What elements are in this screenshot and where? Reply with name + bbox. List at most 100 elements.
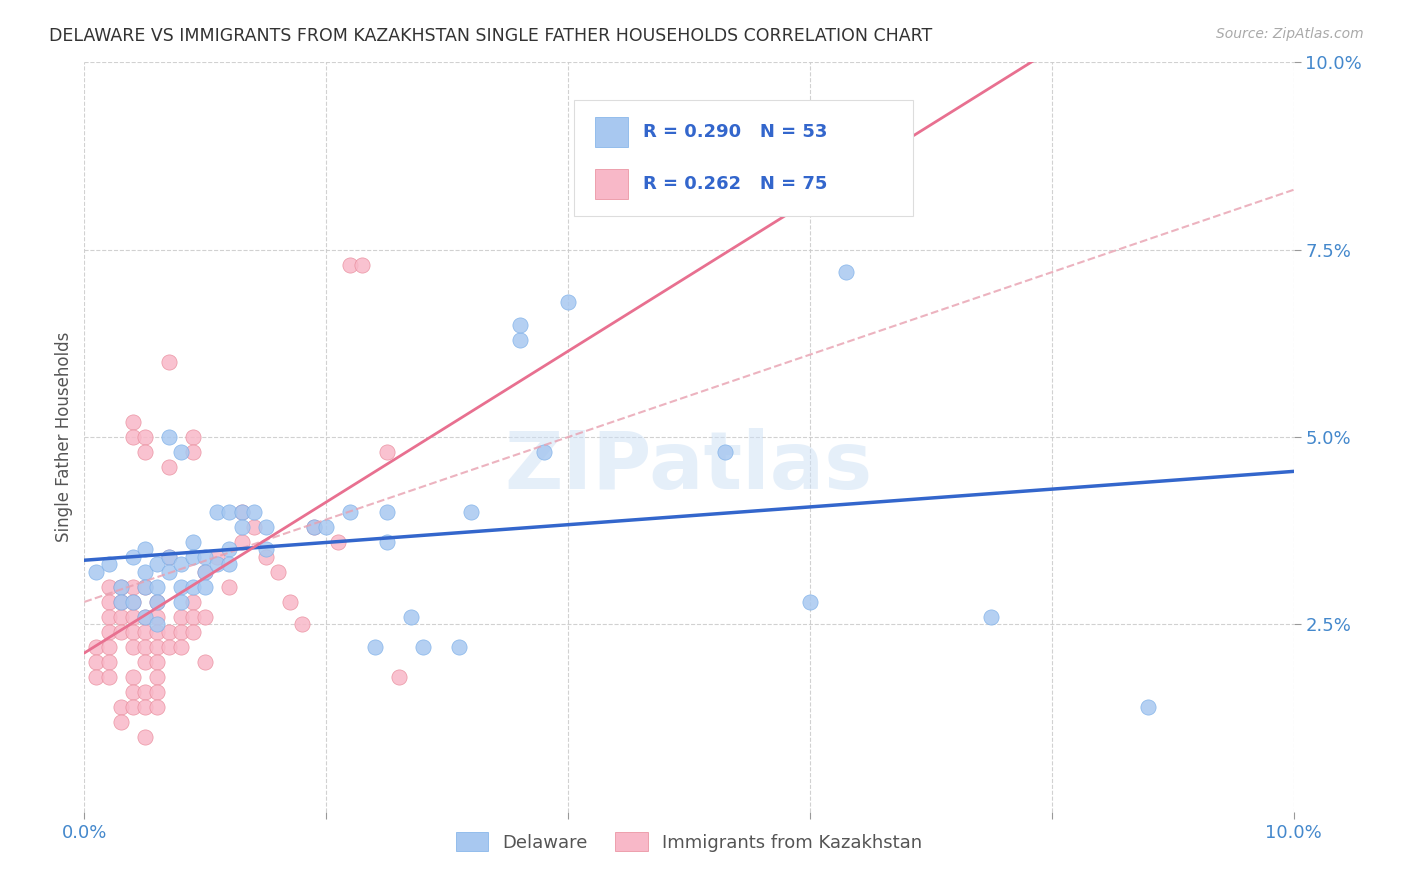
Bar [595,169,628,199]
Point [157,549,180,564]
Point [121,430,143,444]
Point [315,520,337,534]
Point [134,699,156,714]
Point [97,610,120,624]
Point [157,624,180,639]
Point [194,565,217,579]
Point [218,542,240,557]
Point [460,505,482,519]
Point [328,535,350,549]
Point [302,520,325,534]
Point [146,558,169,572]
Point [121,595,143,609]
Point [352,258,374,272]
Point [97,640,120,654]
Point [121,549,143,564]
Point [509,333,531,347]
Point [121,595,143,609]
Point [97,595,120,609]
Text: DELAWARE VS IMMIGRANTS FROM KAZAKHSTAN SINGLE FATHER HOUSEHOLDS CORRELATION CHAR: DELAWARE VS IMMIGRANTS FROM KAZAKHSTAN S… [49,27,932,45]
Point [110,580,132,594]
Point [157,640,180,654]
Point [363,640,385,654]
Point [388,670,411,684]
Point [134,685,156,699]
Point [110,624,132,639]
Point [134,580,156,594]
Point [146,580,169,594]
Point [157,430,180,444]
Point [121,670,143,684]
Point [146,699,169,714]
Point [375,445,398,459]
Point [181,595,204,609]
Point [231,505,253,519]
Point [146,595,169,609]
Point [134,610,156,624]
Point [181,580,204,594]
Point [194,580,217,594]
Text: Source: ZipAtlas.com: Source: ZipAtlas.com [1216,27,1364,41]
Point [194,549,217,564]
Text: ZIPatlas: ZIPatlas [505,428,873,506]
Point [121,580,143,594]
Point [218,505,240,519]
Point [121,610,143,624]
Point [254,549,277,564]
Point [181,610,204,624]
Point [170,624,193,639]
Point [267,565,290,579]
Point [181,624,204,639]
Point [97,655,120,669]
Point [121,415,143,429]
Point [134,580,156,594]
Point [375,505,398,519]
Point [302,520,325,534]
Point [134,624,156,639]
FancyBboxPatch shape [574,100,912,216]
Point [110,595,132,609]
Point [181,535,204,549]
Point [170,640,193,654]
Bar [595,117,628,147]
Point [121,685,143,699]
Point [557,295,579,310]
Point [110,595,132,609]
Text: R = 0.290   N = 53: R = 0.290 N = 53 [643,123,827,141]
Point [134,610,156,624]
Point [86,640,108,654]
Point [170,580,193,594]
Point [533,445,555,459]
Point [121,624,143,639]
Point [146,640,169,654]
Point [278,595,301,609]
Point [97,624,120,639]
Point [86,565,108,579]
Point [146,685,169,699]
Point [134,655,156,669]
Point [194,610,217,624]
Point [146,610,169,624]
Point [799,595,821,609]
Point [509,318,531,332]
Point [254,542,277,557]
Point [1137,699,1160,714]
Point [181,549,204,564]
Point [134,445,156,459]
Legend: Delaware, Immigrants from Kazakhstan: Delaware, Immigrants from Kazakhstan [449,824,929,859]
Point [146,670,169,684]
Point [218,558,240,572]
Point [157,549,180,564]
Point [181,445,204,459]
Point [121,640,143,654]
Point [207,558,229,572]
Point [181,430,204,444]
Point [146,595,169,609]
Point [980,610,1002,624]
Point [449,640,471,654]
Point [339,258,361,272]
Point [121,699,143,714]
Point [375,535,398,549]
Point [170,610,193,624]
Point [134,565,156,579]
